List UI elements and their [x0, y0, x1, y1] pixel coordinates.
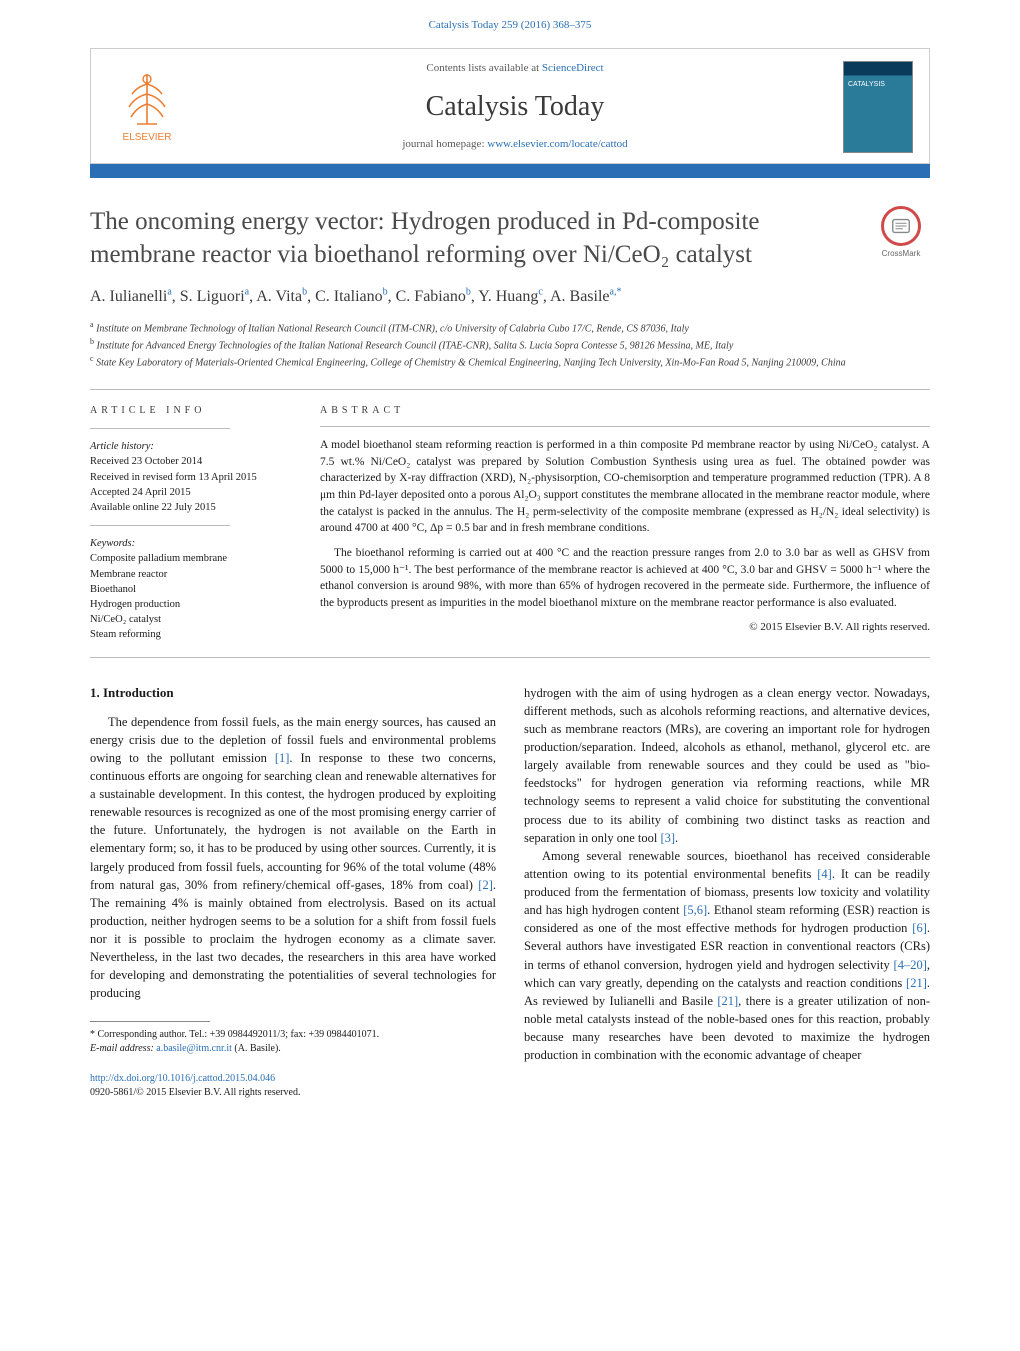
- section-number: 1.: [90, 685, 100, 700]
- body-paragraph: hydrogen with the aim of using hydrogen …: [524, 684, 930, 847]
- footnote-line: * Corresponding author. Tel.: +39 098449…: [90, 1028, 496, 1042]
- crossmark-label: CrossMark: [882, 248, 921, 260]
- journal-homepage-line: journal homepage: www.elsevier.com/locat…: [187, 137, 843, 153]
- elsevier-tree-icon: [117, 69, 177, 129]
- divider: [320, 426, 930, 427]
- affiliation-list: a Institute on Membrane Technology of It…: [90, 319, 930, 371]
- history-item: Accepted 24 April 2015: [90, 485, 296, 500]
- citation-link[interactable]: [2]: [478, 878, 493, 892]
- masthead-color-bar: [90, 164, 930, 178]
- keywords-list: Composite palladium membraneMembrane rea…: [90, 551, 296, 642]
- body-paragraph: The dependence from fossil fuels, as the…: [90, 713, 496, 1003]
- footnote-separator: [90, 1021, 210, 1022]
- article-history-label: Article history:: [90, 439, 296, 454]
- homepage-prefix: journal homepage:: [402, 138, 487, 150]
- keyword-item: Hydrogen production: [90, 597, 296, 612]
- citation-link[interactable]: [5,6]: [683, 903, 707, 917]
- affiliation-item: b Institute for Advanced Energy Technolo…: [90, 336, 930, 353]
- history-item: Received in revised form 13 April 2015: [90, 470, 296, 485]
- author-list: A. Iulianellia, S. Liguoria, A. Vitab, C…: [90, 285, 930, 308]
- issn-copyright-line: 0920-5861/© 2015 Elsevier B.V. All right…: [90, 1086, 496, 1101]
- divider: [90, 428, 230, 429]
- citation-link[interactable]: [6]: [912, 921, 927, 935]
- keyword-item: Membrane reactor: [90, 567, 296, 582]
- footnote-email-label: E-mail address:: [90, 1043, 156, 1054]
- divider: [90, 389, 930, 390]
- divider: [90, 657, 930, 658]
- contents-available-line: Contents lists available at ScienceDirec…: [187, 61, 843, 77]
- doi-block: http://dx.doi.org/10.1016/j.cattod.2015.…: [90, 1072, 496, 1101]
- citation-link[interactable]: [1]: [275, 751, 290, 765]
- abstract-copyright: © 2015 Elsevier B.V. All rights reserved…: [320, 620, 930, 636]
- citation-link[interactable]: [3]: [660, 831, 675, 845]
- citation-link[interactable]: [4–20]: [894, 958, 927, 972]
- article-info-heading: article info: [90, 404, 296, 419]
- article-history-list: Received 23 October 2014Received in revi…: [90, 454, 296, 515]
- citation-link[interactable]: [21]: [717, 994, 738, 1008]
- history-item: Available online 22 July 2015: [90, 500, 296, 515]
- keyword-item: Ni/CeO₂ catalyst: [90, 612, 296, 627]
- abstract-paragraph: The bioethanol reforming is carried out …: [320, 545, 930, 612]
- publisher-logo-text: ELSEVIER: [123, 131, 172, 146]
- journal-homepage-link[interactable]: www.elsevier.com/locate/cattod: [487, 138, 627, 150]
- article-title: The oncoming energy vector: Hydrogen pro…: [90, 206, 852, 271]
- citation-link[interactable]: [21]: [906, 976, 927, 990]
- crossmark-icon: [881, 206, 921, 246]
- abstract-heading: abstract: [320, 404, 930, 419]
- journal-name: Catalysis Today: [187, 87, 843, 128]
- divider: [90, 525, 230, 526]
- crossmark-badge[interactable]: CrossMark: [872, 206, 930, 264]
- section-title: Introduction: [103, 685, 174, 700]
- footnote-email-suffix: (A. Basile).: [232, 1043, 281, 1054]
- history-item: Received 23 October 2014: [90, 454, 296, 469]
- publisher-logo: ELSEVIER: [107, 62, 187, 152]
- abstract-body: A model bioethanol steam reforming react…: [320, 437, 930, 612]
- affiliation-item: c State Key Laboratory of Materials-Orie…: [90, 353, 930, 370]
- corresponding-author-footnote: * Corresponding author. Tel.: +39 098449…: [90, 1028, 496, 1056]
- sciencedirect-link[interactable]: ScienceDirect: [542, 62, 604, 74]
- section-heading: 1. Introduction: [90, 684, 496, 703]
- citation-link[interactable]: [4]: [817, 867, 832, 881]
- keyword-item: Steam reforming: [90, 627, 296, 642]
- keyword-item: Bioethanol: [90, 582, 296, 597]
- running-header: Catalysis Today 259 (2016) 368–375: [0, 0, 1020, 40]
- doi-link[interactable]: http://dx.doi.org/10.1016/j.cattod.2015.…: [90, 1073, 275, 1084]
- journal-cover-thumbnail: [843, 61, 913, 153]
- contents-prefix: Contents lists available at: [426, 62, 541, 74]
- journal-masthead: ELSEVIER Contents lists available at Sci…: [90, 48, 930, 164]
- keyword-item: Composite palladium membrane: [90, 551, 296, 566]
- body-paragraph: Among several renewable sources, bioetha…: [524, 847, 930, 1065]
- abstract-paragraph: A model bioethanol steam reforming react…: [320, 437, 930, 537]
- corresponding-email-link[interactable]: a.basile@itm.cnr.it: [156, 1043, 232, 1054]
- affiliation-item: a Institute on Membrane Technology of It…: [90, 319, 930, 336]
- keywords-label: Keywords:: [90, 536, 296, 551]
